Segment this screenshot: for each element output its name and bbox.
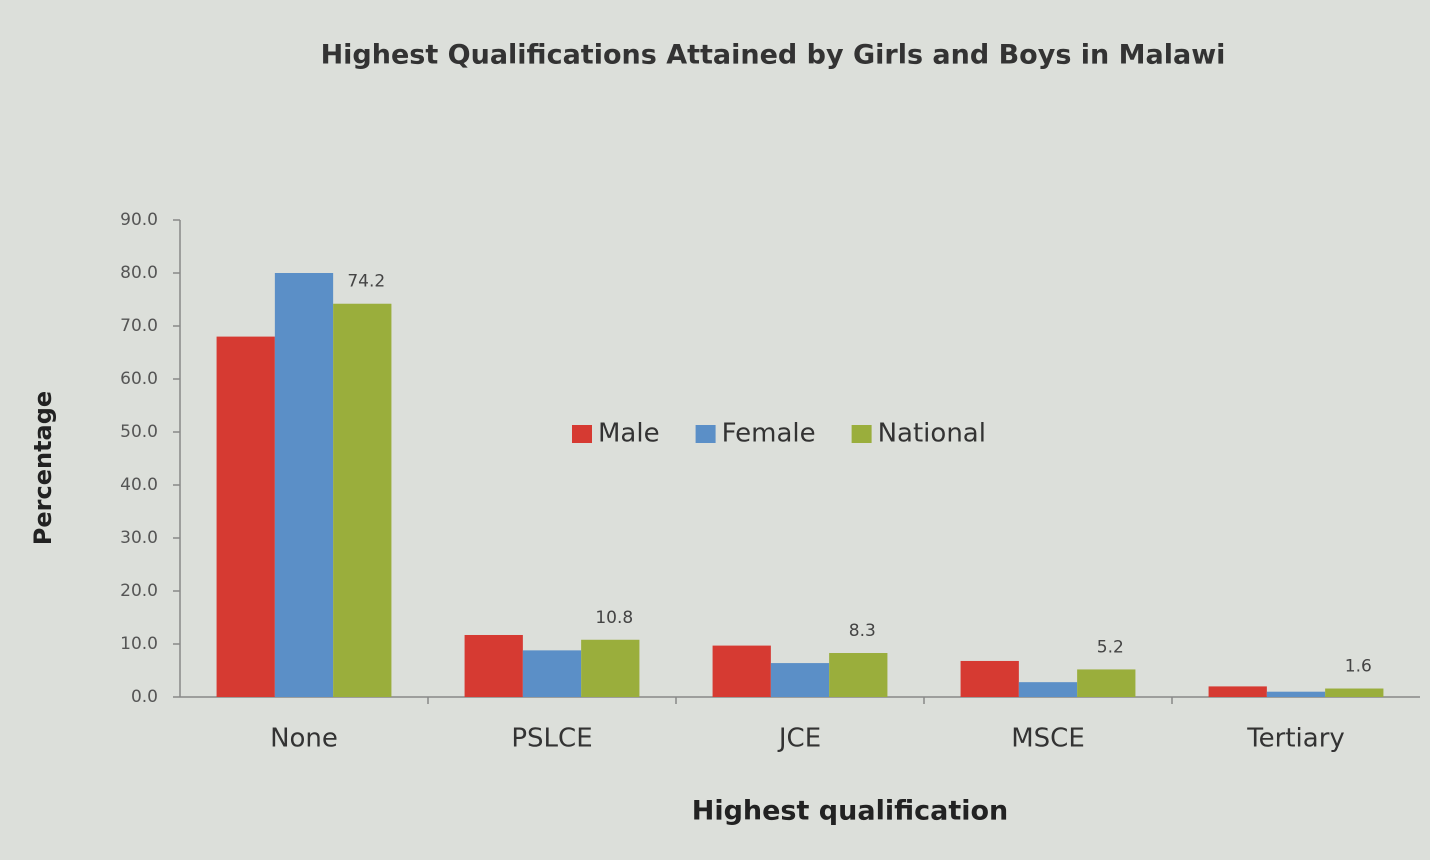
bar bbox=[1077, 669, 1136, 697]
legend-swatch bbox=[572, 425, 592, 443]
y-tick-label: 90.0 bbox=[120, 210, 158, 230]
y-tick-label: 60.0 bbox=[120, 369, 158, 389]
legend-swatch bbox=[695, 425, 716, 443]
y-tick-label: 40.0 bbox=[120, 475, 158, 495]
bar bbox=[522, 650, 582, 697]
bar bbox=[770, 663, 830, 697]
legend-label: Female bbox=[722, 419, 816, 449]
data-label: 1.6 bbox=[1345, 657, 1372, 677]
y-tick-label: 30.0 bbox=[120, 528, 158, 548]
x-tick-label: PSLCE bbox=[511, 724, 592, 754]
data-label: 10.8 bbox=[595, 608, 633, 628]
bar bbox=[1266, 691, 1326, 697]
bar bbox=[960, 660, 1019, 697]
bar bbox=[216, 336, 275, 697]
x-tick-label: JCE bbox=[777, 724, 821, 754]
y-axis-label: Percentage bbox=[29, 391, 57, 545]
bar bbox=[333, 303, 392, 697]
legend-label: Male bbox=[598, 419, 660, 449]
bar bbox=[1018, 682, 1078, 697]
y-tick-label: 70.0 bbox=[120, 316, 158, 336]
bar bbox=[464, 634, 523, 697]
data-label: 74.2 bbox=[347, 272, 385, 292]
bar bbox=[274, 273, 334, 697]
chart-title: Highest Qualifications Attained by Girls… bbox=[321, 40, 1226, 71]
x-tick-label: None bbox=[270, 724, 338, 754]
y-tick-label: 10.0 bbox=[120, 634, 158, 654]
bar bbox=[581, 639, 640, 697]
y-tick-label: 80.0 bbox=[120, 263, 158, 283]
y-tick-label: 50.0 bbox=[120, 422, 158, 442]
y-tick-label: 0.0 bbox=[131, 687, 158, 707]
bar bbox=[712, 645, 771, 697]
bar bbox=[1208, 686, 1267, 697]
x-axis-label: Highest qualification bbox=[692, 796, 1009, 827]
legend-swatch bbox=[851, 425, 872, 443]
bar bbox=[1325, 688, 1384, 697]
x-tick-label: Tertiary bbox=[1246, 724, 1345, 754]
legend-label: National bbox=[878, 419, 986, 449]
bar bbox=[829, 653, 888, 697]
y-tick-label: 20.0 bbox=[120, 581, 158, 601]
data-label: 5.2 bbox=[1097, 637, 1124, 657]
data-label: 8.3 bbox=[849, 621, 876, 641]
x-tick-label: MSCE bbox=[1011, 724, 1085, 754]
